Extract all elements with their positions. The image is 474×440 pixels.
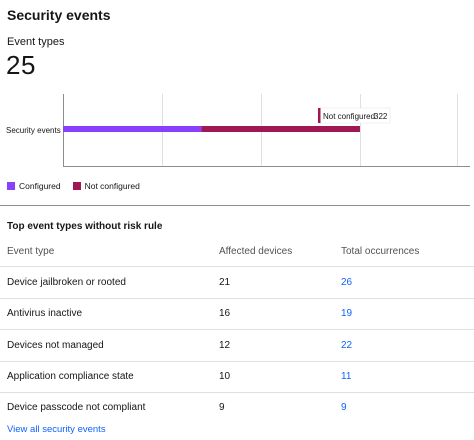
- legend-item-not-configured[interactable]: Not configured: [72, 181, 140, 191]
- cell-affected-devices: 21: [219, 277, 231, 288]
- chart-legend: Configured Not configured: [7, 181, 152, 191]
- table-header: Event type Affected devices Total occurr…: [0, 239, 474, 267]
- legend-swatch-configured: [7, 182, 15, 190]
- table-row: Devices not managed 12 22: [0, 331, 474, 362]
- cell-event-type: Device passcode not compliant: [7, 402, 146, 413]
- header-event-type[interactable]: Event type: [7, 246, 55, 257]
- cell-affected-devices: 10: [219, 371, 231, 382]
- cell-event-type: Application compliance state: [7, 371, 134, 382]
- cell-affected-devices: 16: [219, 308, 231, 319]
- cell-total-occurrences-link[interactable]: 9: [341, 402, 347, 413]
- legend-swatch-not-configured: [72, 182, 81, 190]
- cell-total-occurrences-link[interactable]: 11: [341, 371, 352, 382]
- cell-event-type: Device jailbroken or rooted: [7, 277, 126, 288]
- legend-label-configured: Configured: [19, 181, 61, 191]
- event-types-count: 25: [6, 50, 36, 80]
- bar-configured[interactable]: [63, 126, 202, 132]
- security-events-chart: Security events Not configured 322: [6, 94, 470, 167]
- cell-total-occurrences-link[interactable]: 19: [341, 308, 353, 319]
- tooltip-label: Not configured: [323, 112, 375, 121]
- view-all-security-events-link[interactable]: View all security events: [7, 424, 106, 435]
- cell-affected-devices: 9: [219, 402, 225, 413]
- legend-item-configured[interactable]: Configured: [7, 181, 61, 191]
- tooltip-value: 322: [374, 112, 388, 121]
- tooltip-marker: [318, 108, 321, 123]
- table-row: Device passcode not compliant 9 9: [0, 393, 474, 424]
- table-title: Top event types without risk rule: [7, 221, 163, 232]
- section-divider: [0, 205, 470, 206]
- cell-event-type: Devices not managed: [7, 340, 104, 351]
- table-row: Antivirus inactive 16 19: [0, 299, 474, 330]
- cell-total-occurrences-link[interactable]: 22: [341, 340, 353, 351]
- card-title: Security events: [7, 7, 111, 23]
- legend-label-not-configured: Not configured: [84, 181, 140, 191]
- cell-affected-devices: 12: [219, 340, 231, 351]
- table-row: Device jailbroken or rooted 21 26: [0, 268, 474, 299]
- cell-event-type: Antivirus inactive: [7, 308, 83, 319]
- cell-total-occurrences-link[interactable]: 26: [341, 277, 353, 288]
- chart-tooltip: Not configured 322: [317, 107, 391, 124]
- event-types-label: Event types: [7, 36, 65, 48]
- table-row: Application compliance state 10 11: [0, 362, 474, 393]
- y-tick-label: Security events: [6, 126, 61, 135]
- header-total-occurrences[interactable]: Total occurrences: [341, 246, 420, 257]
- bar-not-configured[interactable]: [201, 126, 360, 132]
- header-affected-devices[interactable]: Affected devices: [219, 246, 293, 257]
